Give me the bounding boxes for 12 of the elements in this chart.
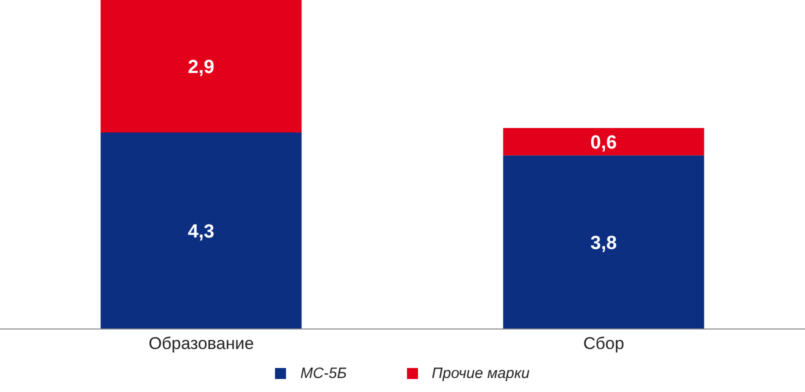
x-tick-label: Сбор [583,334,624,354]
data-label: 4,3 [188,222,214,242]
bar [100,0,302,133]
legend-label: МС-5Б [299,365,347,382]
legend-label: Прочие марки [430,365,530,382]
bar [100,132,302,329]
data-label: 0,6 [590,132,617,154]
bar [503,155,704,329]
bar [503,128,704,156]
x-tick-label: Образование [148,334,254,354]
data-label: 3,8 [590,232,617,254]
data-label: 2,9 [188,57,214,78]
